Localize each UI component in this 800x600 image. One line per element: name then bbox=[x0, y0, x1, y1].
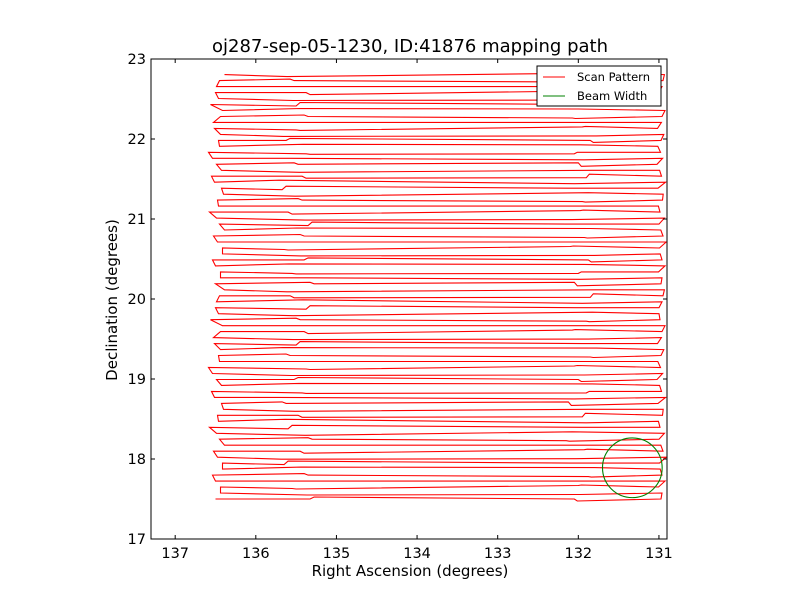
y-tick-label: 22 bbox=[128, 132, 146, 148]
legend-label-scan-pattern: Scan Pattern bbox=[577, 70, 650, 84]
x-tick-label: 134 bbox=[403, 546, 431, 562]
legend-label-beam-width: Beam Width bbox=[577, 89, 647, 103]
plot-area bbox=[207, 72, 667, 502]
x-axis-ticks: 137 136 135 134 133 132 131 bbox=[161, 59, 673, 562]
y-axis-label: Declination (degrees) bbox=[103, 219, 121, 381]
y-tick-label: 21 bbox=[128, 212, 146, 228]
x-tick-label: 137 bbox=[161, 546, 189, 562]
x-tick-label: 135 bbox=[323, 546, 351, 562]
x-tick-label: 136 bbox=[242, 546, 270, 562]
y-tick-label: 17 bbox=[128, 532, 146, 548]
legend: Scan Pattern Beam Width bbox=[536, 65, 662, 107]
plot-clip-group bbox=[207, 72, 667, 502]
x-axis-label: Right Ascension (degrees) bbox=[312, 562, 509, 580]
x-tick-label: 132 bbox=[564, 546, 592, 562]
y-tick-label: 20 bbox=[128, 292, 146, 308]
y-tick-label: 18 bbox=[128, 452, 146, 468]
legend-box bbox=[536, 65, 662, 107]
x-tick-label: 133 bbox=[484, 546, 512, 562]
scan-pattern-path bbox=[207, 72, 667, 502]
beam-width-circle bbox=[601, 437, 663, 499]
chart-title: oj287-sep-05-1230, ID:41876 mapping path bbox=[212, 36, 608, 57]
x-tick-label: 131 bbox=[645, 546, 673, 562]
y-axis-ticks: 17 18 19 20 21 22 23 bbox=[128, 52, 667, 548]
y-tick-label: 23 bbox=[128, 52, 146, 68]
y-tick-label: 19 bbox=[128, 372, 146, 388]
